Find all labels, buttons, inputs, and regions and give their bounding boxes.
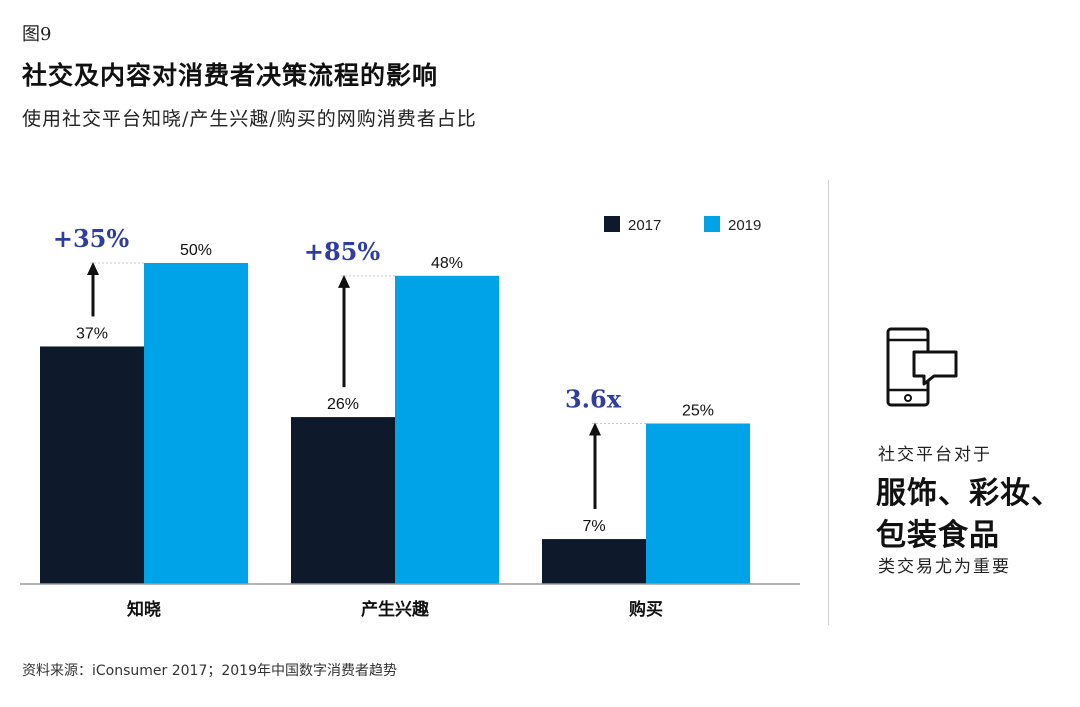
bar-2019-2 bbox=[395, 275, 499, 584]
legend-label-2019: 2019 bbox=[728, 217, 761, 234]
side-text-line2: 服饰、彩妆、 bbox=[876, 476, 1062, 511]
side-text-line1: 社交平台对于 bbox=[878, 445, 992, 465]
source-note: 资料来源：iConsumer 2017；2019年中国数字消费者趋势 bbox=[22, 663, 397, 679]
data-label-2017-3: 7% bbox=[582, 518, 605, 535]
bar-2019-1 bbox=[144, 263, 248, 584]
growth-arrowhead-2 bbox=[338, 274, 350, 288]
category-label-2: 产生兴趣 bbox=[361, 599, 430, 620]
phone-chat-icon bbox=[886, 327, 958, 407]
chart-subtitle: 使用社交平台知晓/产生兴趣/购买的网购消费者占比 bbox=[22, 108, 477, 130]
divider bbox=[828, 180, 829, 625]
growth-arrowhead-1 bbox=[87, 262, 99, 275]
growth-label-3: 3.6x bbox=[565, 385, 622, 414]
category-label-1: 知晓 bbox=[126, 599, 161, 620]
figure-label: 图9 bbox=[22, 24, 52, 45]
data-label-2019-1: 50% bbox=[180, 242, 212, 259]
growth-label-1: +35% bbox=[53, 224, 130, 253]
chart-title: 社交及内容对消费者决策流程的影响 bbox=[22, 61, 439, 90]
data-label-2019-3: 25% bbox=[682, 403, 714, 420]
bar-2017-2 bbox=[291, 417, 395, 584]
legend-label-2017: 2017 bbox=[628, 217, 661, 234]
data-label-2017-1: 37% bbox=[76, 325, 108, 342]
growth-arrowhead-3 bbox=[589, 422, 601, 436]
data-label-2017-2: 26% bbox=[327, 396, 359, 413]
category-label-3: 购买 bbox=[629, 599, 663, 620]
side-text-line3: 包装食品 bbox=[876, 518, 1000, 553]
bar-2017-1 bbox=[40, 346, 144, 584]
side-text-line4: 类交易尤为重要 bbox=[878, 557, 1011, 577]
legend-swatch-2019 bbox=[704, 216, 720, 232]
legend-swatch-2017 bbox=[604, 216, 620, 232]
growth-label-2: +85% bbox=[304, 237, 381, 266]
bar-chart: 37% 50% +35% 知晓 26% 48% +85% 产生兴趣 7% 25% 3.6x 购买 201… bbox=[20, 216, 800, 620]
bar-2019-3 bbox=[646, 423, 750, 584]
bar-2017-3 bbox=[542, 539, 646, 584]
data-label-2019-2: 48% bbox=[431, 255, 463, 272]
